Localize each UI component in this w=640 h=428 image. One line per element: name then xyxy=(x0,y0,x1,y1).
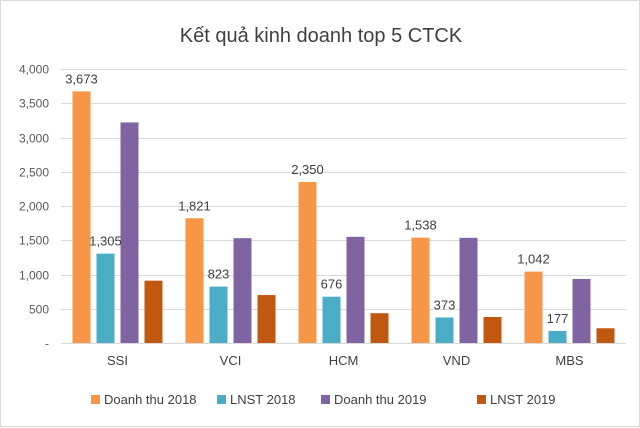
bar xyxy=(435,317,454,343)
legend-swatch xyxy=(321,395,330,404)
bar xyxy=(483,316,502,343)
legend-item: Doanh thu 2019 xyxy=(321,392,427,407)
y-tick-label: 4,000 xyxy=(19,63,49,77)
bar xyxy=(346,236,365,343)
chart-title: Kết quả kinh doanh top 5 CTCK xyxy=(180,25,463,47)
bar xyxy=(233,238,252,343)
bar xyxy=(257,295,276,343)
y-axis: - 500 1,000 1,500 2,000 2,500 3,000 3,500 4,000 xyxy=(19,63,49,351)
legend-label: Doanh thu 2018 xyxy=(104,392,197,407)
y-tick-label: 1,500 xyxy=(19,234,49,248)
legend-item: LNST 2019 xyxy=(477,392,556,407)
bar xyxy=(596,328,615,343)
legend: Doanh thu 2018 LNST 2018 Doanh thu 2019 LNS… xyxy=(91,392,556,407)
legend-item: LNST 2018 xyxy=(217,392,296,407)
bar xyxy=(72,91,91,343)
bar xyxy=(298,182,317,343)
x-tick-label: HCM xyxy=(329,353,359,368)
y-tick-label: 3,000 xyxy=(19,132,49,146)
y-tick-label: 500 xyxy=(29,303,49,317)
bar xyxy=(209,286,228,343)
data-label: 1,305 xyxy=(89,234,122,249)
bar xyxy=(411,237,430,343)
data-label: 2,350 xyxy=(291,162,324,177)
x-tick-label: SSI xyxy=(107,353,128,368)
y-tick-label: 3,500 xyxy=(19,97,49,111)
y-tick-label: 2,500 xyxy=(19,166,49,180)
bar xyxy=(572,278,591,343)
data-label: 177 xyxy=(547,311,569,326)
bar xyxy=(185,218,204,343)
legend-swatch xyxy=(217,395,226,404)
data-labels: 3,673 1,305 1,821 823 2,350 676 1,538 373 1,042 1… xyxy=(65,71,568,325)
bar xyxy=(524,271,543,343)
bar xyxy=(120,122,139,344)
data-label: 676 xyxy=(321,277,343,292)
x-tick-label: VND xyxy=(443,353,470,368)
y-tick-label: 1,000 xyxy=(19,269,49,283)
legend-label: LNST 2018 xyxy=(230,392,296,407)
bars xyxy=(72,91,615,344)
x-tick-label: MBS xyxy=(555,353,584,368)
data-label: 823 xyxy=(208,267,230,282)
data-label: 1,821 xyxy=(178,198,211,213)
data-label: 373 xyxy=(434,297,456,312)
data-label: 3,673 xyxy=(65,71,98,86)
legend-swatch xyxy=(477,395,486,404)
bar xyxy=(96,253,115,343)
bar xyxy=(144,280,163,343)
legend-label: LNST 2019 xyxy=(490,392,556,407)
x-tick-label: VCI xyxy=(220,353,242,368)
data-label: 1,538 xyxy=(404,218,437,233)
legend-item: Doanh thu 2018 xyxy=(91,392,197,407)
bar xyxy=(370,313,389,343)
legend-label: Doanh thu 2019 xyxy=(334,392,427,407)
legend-swatch xyxy=(91,395,100,404)
bar xyxy=(459,237,478,343)
y-tick-label: - xyxy=(45,337,49,351)
bar xyxy=(322,296,341,343)
y-tick-label: 2,000 xyxy=(19,200,49,214)
bar xyxy=(548,330,567,343)
x-axis: SSI VCI HCM VND MBS xyxy=(107,353,584,368)
data-label: 1,042 xyxy=(517,252,550,267)
